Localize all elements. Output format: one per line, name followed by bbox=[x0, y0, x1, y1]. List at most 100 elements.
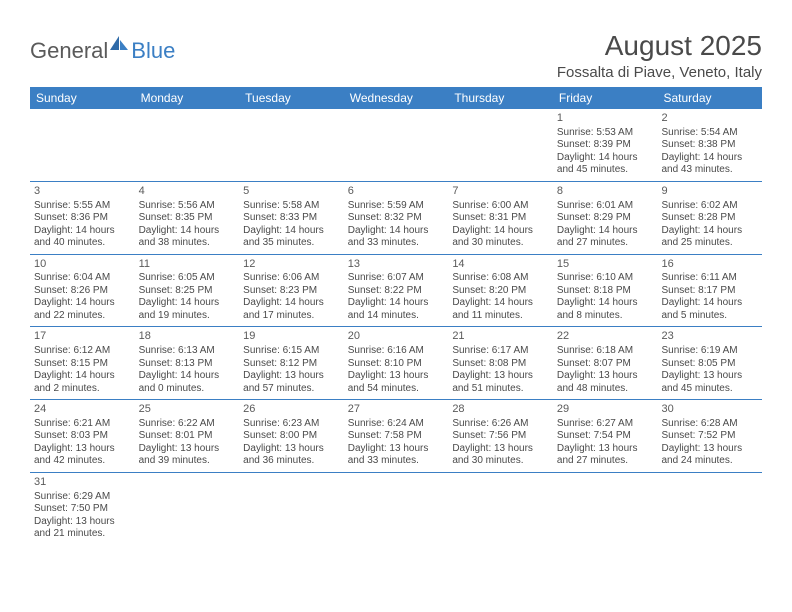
daylight-text: Daylight: 13 hours bbox=[34, 516, 131, 529]
day-header-row: Sunday Monday Tuesday Wednesday Thursday… bbox=[30, 87, 762, 109]
day-number: 26 bbox=[243, 403, 340, 417]
day-cell: 8Sunrise: 6:01 AMSunset: 8:29 PMDaylight… bbox=[553, 182, 658, 254]
daylight-text: Daylight: 14 hours bbox=[348, 297, 445, 310]
daylight-text: and 8 minutes. bbox=[557, 310, 654, 323]
sunset-text: Sunset: 8:17 PM bbox=[661, 285, 758, 298]
weeks-container: 1Sunrise: 5:53 AMSunset: 8:39 PMDaylight… bbox=[30, 109, 762, 545]
sunset-text: Sunset: 8:33 PM bbox=[243, 212, 340, 225]
day-cell: 15Sunrise: 6:10 AMSunset: 8:18 PMDayligh… bbox=[553, 255, 658, 327]
sunset-text: Sunset: 8:03 PM bbox=[34, 430, 131, 443]
day-number: 24 bbox=[34, 403, 131, 417]
daylight-text: and 19 minutes. bbox=[139, 310, 236, 323]
sunrise-text: Sunrise: 6:16 AM bbox=[348, 345, 445, 358]
daylight-text: and 11 minutes. bbox=[452, 310, 549, 323]
sunrise-text: Sunrise: 6:01 AM bbox=[557, 200, 654, 213]
sunset-text: Sunset: 8:29 PM bbox=[557, 212, 654, 225]
sunset-text: Sunset: 8:32 PM bbox=[348, 212, 445, 225]
day-cell: 3Sunrise: 5:55 AMSunset: 8:36 PMDaylight… bbox=[30, 182, 135, 254]
daylight-text: Daylight: 13 hours bbox=[139, 443, 236, 456]
sunset-text: Sunset: 8:08 PM bbox=[452, 358, 549, 371]
day-cell: 21Sunrise: 6:17 AMSunset: 8:08 PMDayligh… bbox=[448, 327, 553, 399]
daylight-text: Daylight: 14 hours bbox=[34, 297, 131, 310]
daylight-text: and 27 minutes. bbox=[557, 455, 654, 468]
empty-cell bbox=[135, 473, 240, 545]
day-cell: 23Sunrise: 6:19 AMSunset: 8:05 PMDayligh… bbox=[657, 327, 762, 399]
day-number: 30 bbox=[661, 403, 758, 417]
day-cell: 11Sunrise: 6:05 AMSunset: 8:25 PMDayligh… bbox=[135, 255, 240, 327]
day-cell: 26Sunrise: 6:23 AMSunset: 8:00 PMDayligh… bbox=[239, 400, 344, 472]
calendar-page: General Blue August 2025 Fossalta di Pia… bbox=[0, 0, 792, 555]
sunrise-text: Sunrise: 6:07 AM bbox=[348, 272, 445, 285]
sunset-text: Sunset: 8:15 PM bbox=[34, 358, 131, 371]
daylight-text: and 45 minutes. bbox=[661, 383, 758, 396]
day-number: 19 bbox=[243, 330, 340, 344]
sunrise-text: Sunrise: 6:04 AM bbox=[34, 272, 131, 285]
day-cell: 18Sunrise: 6:13 AMSunset: 8:13 PMDayligh… bbox=[135, 327, 240, 399]
day-header: Saturday bbox=[657, 87, 762, 109]
sunset-text: Sunset: 8:28 PM bbox=[661, 212, 758, 225]
day-number: 2 bbox=[661, 112, 758, 126]
day-header: Sunday bbox=[30, 87, 135, 109]
daylight-text: and 21 minutes. bbox=[34, 528, 131, 541]
sunset-text: Sunset: 8:01 PM bbox=[139, 430, 236, 443]
daylight-text: Daylight: 14 hours bbox=[139, 297, 236, 310]
daylight-text: and 30 minutes. bbox=[452, 455, 549, 468]
day-cell: 28Sunrise: 6:26 AMSunset: 7:56 PMDayligh… bbox=[448, 400, 553, 472]
sunrise-text: Sunrise: 6:22 AM bbox=[139, 418, 236, 431]
daylight-text: Daylight: 14 hours bbox=[452, 225, 549, 238]
week-row: 24Sunrise: 6:21 AMSunset: 8:03 PMDayligh… bbox=[30, 400, 762, 473]
day-number: 14 bbox=[452, 258, 549, 272]
daylight-text: Daylight: 14 hours bbox=[243, 297, 340, 310]
daylight-text: Daylight: 13 hours bbox=[243, 443, 340, 456]
daylight-text: Daylight: 14 hours bbox=[34, 370, 131, 383]
sunrise-text: Sunrise: 5:58 AM bbox=[243, 200, 340, 213]
day-number: 31 bbox=[34, 476, 131, 490]
sunset-text: Sunset: 8:22 PM bbox=[348, 285, 445, 298]
day-number: 13 bbox=[348, 258, 445, 272]
daylight-text: Daylight: 14 hours bbox=[557, 152, 654, 165]
sunrise-text: Sunrise: 6:06 AM bbox=[243, 272, 340, 285]
day-header: Friday bbox=[553, 87, 658, 109]
daylight-text: and 45 minutes. bbox=[557, 164, 654, 177]
day-number: 29 bbox=[557, 403, 654, 417]
daylight-text: Daylight: 13 hours bbox=[661, 370, 758, 383]
sunrise-text: Sunrise: 6:10 AM bbox=[557, 272, 654, 285]
sunset-text: Sunset: 7:56 PM bbox=[452, 430, 549, 443]
header: General Blue August 2025 Fossalta di Pia… bbox=[30, 30, 762, 81]
day-cell: 6Sunrise: 5:59 AMSunset: 8:32 PMDaylight… bbox=[344, 182, 449, 254]
sunrise-text: Sunrise: 5:56 AM bbox=[139, 200, 236, 213]
day-number: 17 bbox=[34, 330, 131, 344]
sunset-text: Sunset: 8:18 PM bbox=[557, 285, 654, 298]
day-number: 16 bbox=[661, 258, 758, 272]
daylight-text: and 14 minutes. bbox=[348, 310, 445, 323]
sunrise-text: Sunrise: 5:59 AM bbox=[348, 200, 445, 213]
sunset-text: Sunset: 8:05 PM bbox=[661, 358, 758, 371]
daylight-text: Daylight: 14 hours bbox=[139, 225, 236, 238]
day-cell: 13Sunrise: 6:07 AMSunset: 8:22 PMDayligh… bbox=[344, 255, 449, 327]
sunrise-text: Sunrise: 6:24 AM bbox=[348, 418, 445, 431]
day-cell: 22Sunrise: 6:18 AMSunset: 8:07 PMDayligh… bbox=[553, 327, 658, 399]
week-row: 17Sunrise: 6:12 AMSunset: 8:15 PMDayligh… bbox=[30, 327, 762, 400]
daylight-text: Daylight: 14 hours bbox=[661, 152, 758, 165]
day-number: 6 bbox=[348, 185, 445, 199]
day-number: 4 bbox=[139, 185, 236, 199]
day-number: 21 bbox=[452, 330, 549, 344]
sunset-text: Sunset: 7:54 PM bbox=[557, 430, 654, 443]
daylight-text: and 33 minutes. bbox=[348, 237, 445, 250]
day-cell: 29Sunrise: 6:27 AMSunset: 7:54 PMDayligh… bbox=[553, 400, 658, 472]
sunset-text: Sunset: 8:12 PM bbox=[243, 358, 340, 371]
sunset-text: Sunset: 8:10 PM bbox=[348, 358, 445, 371]
day-cell: 10Sunrise: 6:04 AMSunset: 8:26 PMDayligh… bbox=[30, 255, 135, 327]
sunrise-text: Sunrise: 6:13 AM bbox=[139, 345, 236, 358]
daylight-text: Daylight: 13 hours bbox=[348, 443, 445, 456]
empty-cell bbox=[344, 473, 449, 545]
daylight-text: and 48 minutes. bbox=[557, 383, 654, 396]
sunrise-text: Sunrise: 6:23 AM bbox=[243, 418, 340, 431]
sunrise-text: Sunrise: 6:12 AM bbox=[34, 345, 131, 358]
daylight-text: and 51 minutes. bbox=[452, 383, 549, 396]
daylight-text: Daylight: 13 hours bbox=[557, 370, 654, 383]
sunset-text: Sunset: 8:20 PM bbox=[452, 285, 549, 298]
title-block: August 2025 Fossalta di Piave, Veneto, I… bbox=[557, 30, 762, 81]
daylight-text: and 30 minutes. bbox=[452, 237, 549, 250]
sunset-text: Sunset: 7:50 PM bbox=[34, 503, 131, 516]
